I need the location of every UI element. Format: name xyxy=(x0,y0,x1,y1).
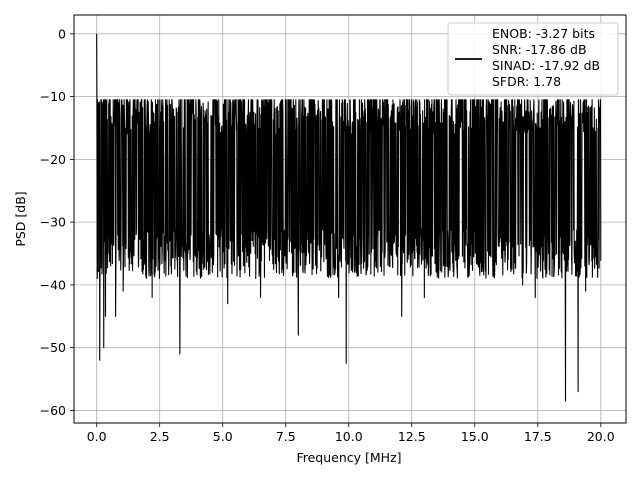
y-tick-label: −10 xyxy=(40,89,66,104)
legend-sfdr: SFDR: 1.78 xyxy=(492,74,561,89)
x-tick-label: 12.5 xyxy=(398,429,426,444)
y-tick-label: −30 xyxy=(40,215,66,230)
legend-enob: ENOB: -3.27 bits xyxy=(492,26,595,41)
x-axis-label: Frequency [MHz] xyxy=(296,450,401,465)
psd-series xyxy=(96,33,602,402)
y-tick-label: −20 xyxy=(40,152,66,167)
y-tick-label: 0 xyxy=(58,26,66,41)
x-tick-label: 7.5 xyxy=(276,429,296,444)
y-tick-label: −60 xyxy=(40,403,66,418)
x-tick-label: 20.0 xyxy=(587,429,615,444)
y-tick-label: −50 xyxy=(40,340,66,355)
plot-frame xyxy=(73,14,627,424)
x-tick-label: 15.0 xyxy=(461,429,489,444)
x-tick-label: 17.5 xyxy=(524,429,552,444)
psd-line xyxy=(96,33,602,402)
x-axis-ticks: 0.0 2.5 5.0 7.5 10.0 12.5 15.0 17.5 20.0 xyxy=(87,423,615,444)
legend-snr: SNR: -17.86 dB xyxy=(492,42,587,57)
y-axis-label: PSD [dB] xyxy=(13,191,28,246)
y-tick-label: −40 xyxy=(40,277,66,292)
x-tick-label: 10.0 xyxy=(335,429,363,444)
legend: ENOB: -3.27 bits SNR: -17.86 dB SINAD: -… xyxy=(447,22,619,96)
x-tick-label: 5.0 xyxy=(213,429,233,444)
legend-box xyxy=(447,22,619,96)
legend-sinad: SINAD: -17.92 dB xyxy=(492,58,600,73)
x-tick-label: 0.0 xyxy=(87,429,107,444)
x-tick-label: 2.5 xyxy=(150,429,170,444)
y-axis-ticks: 0 −10 −20 −30 −40 −50 −60 xyxy=(40,26,74,418)
